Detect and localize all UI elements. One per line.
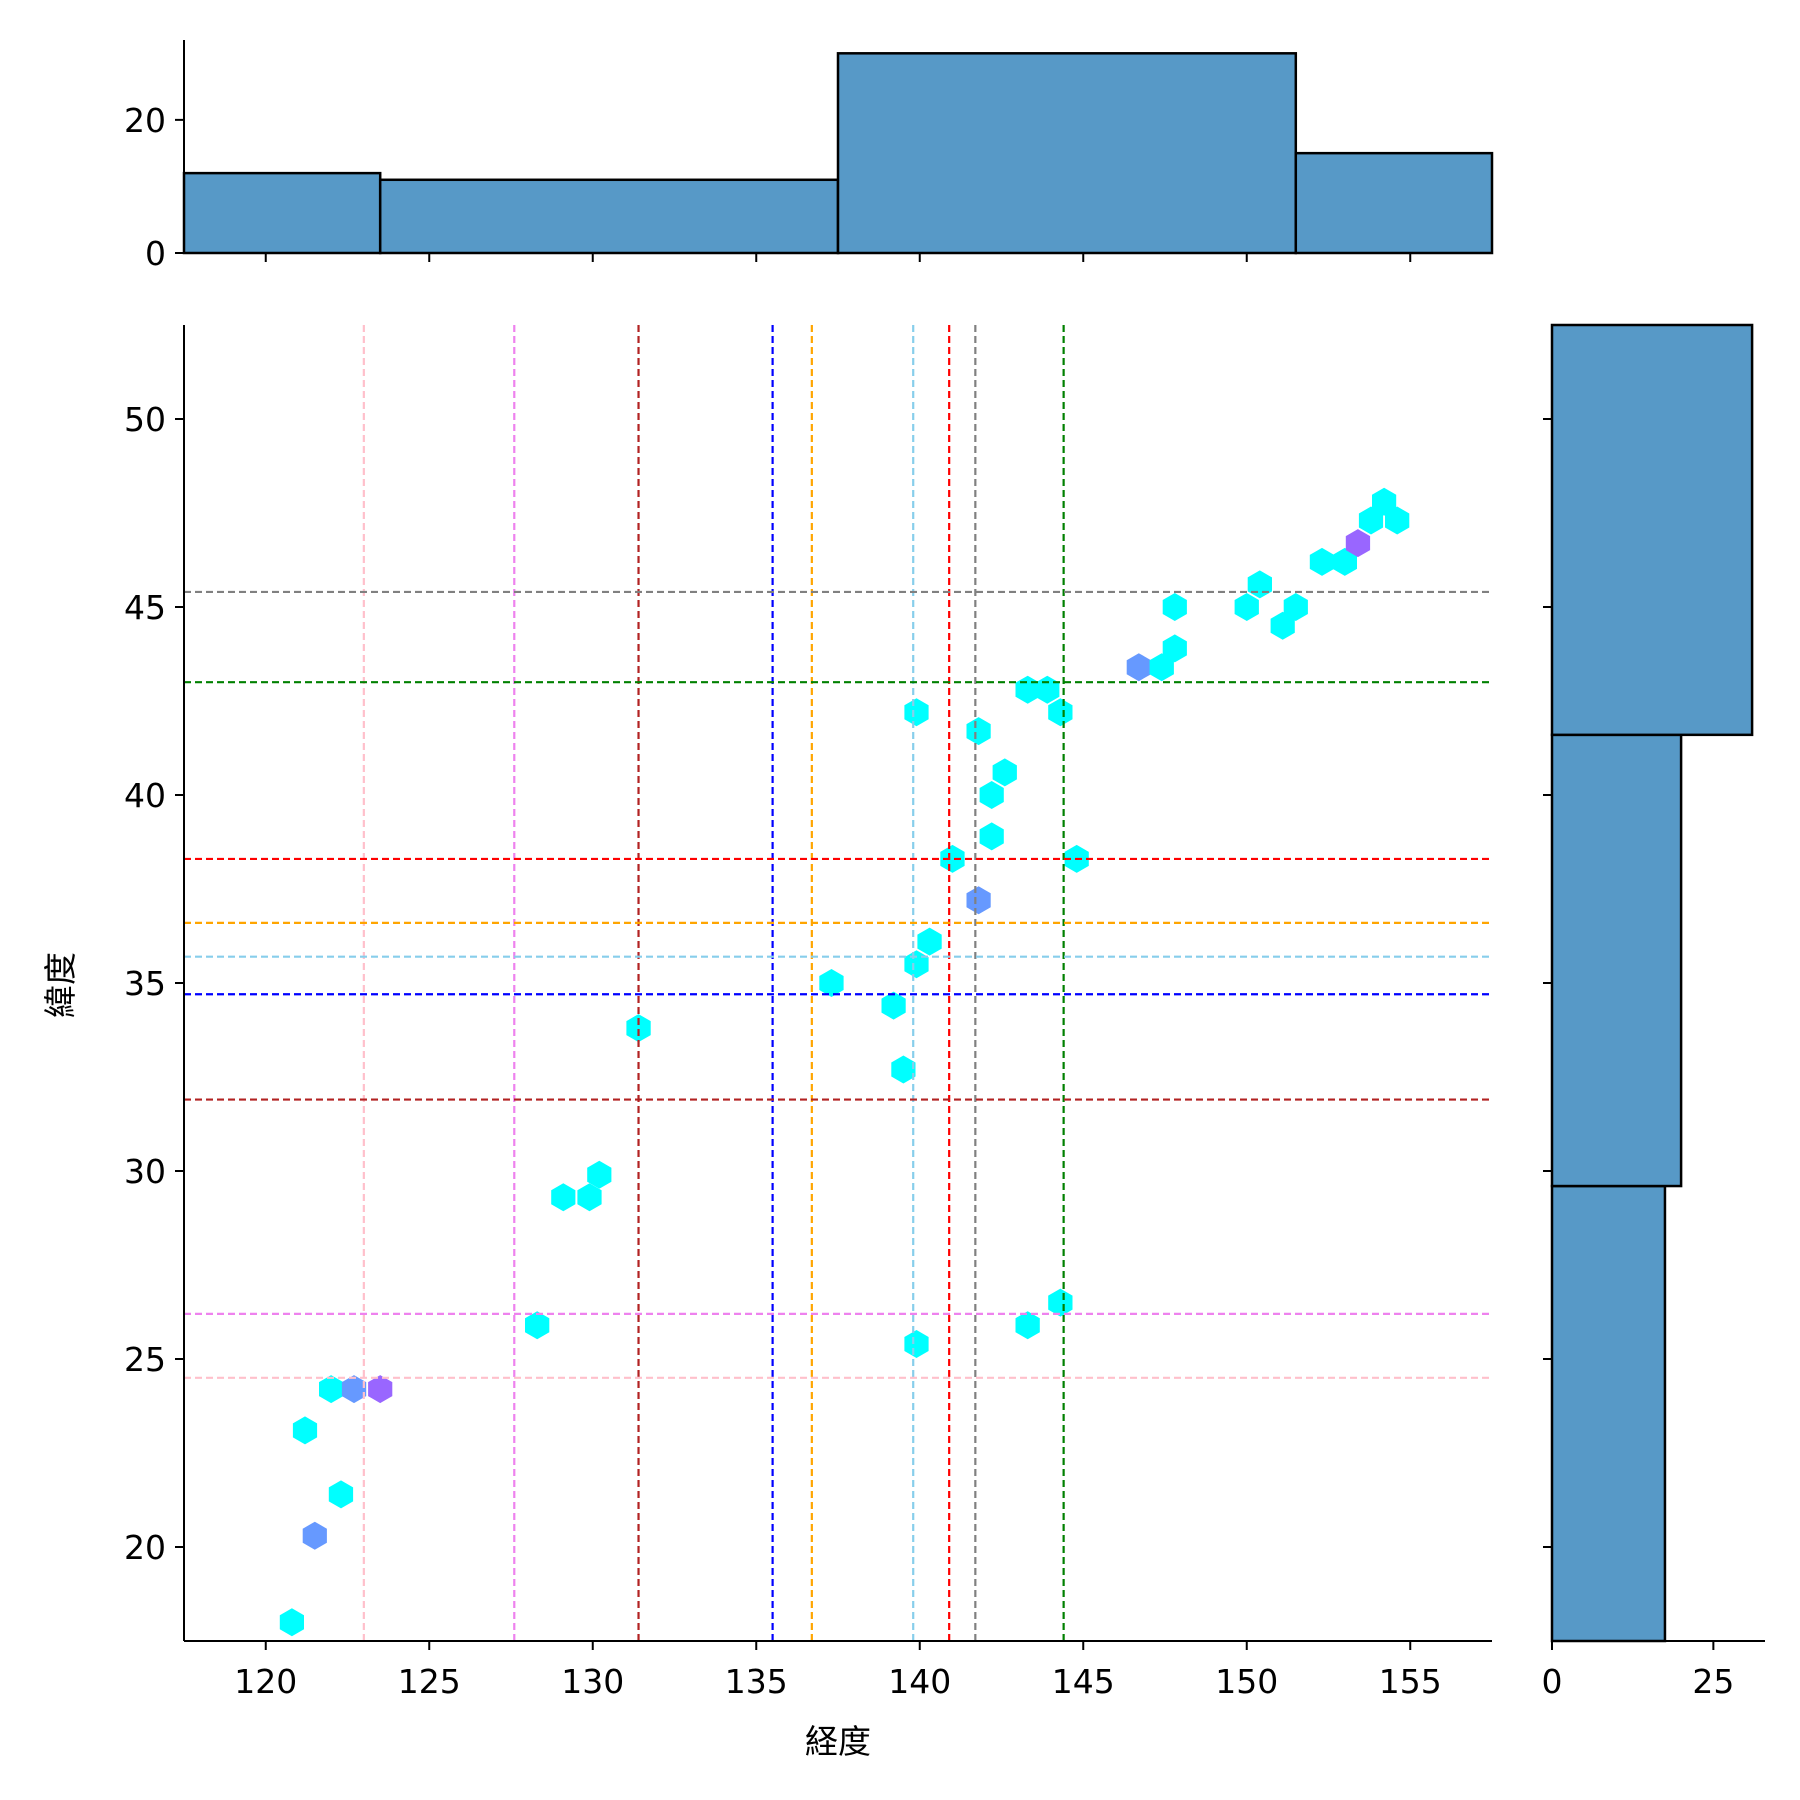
hexbin-18 [904, 698, 929, 727]
hexbin-28 [1048, 698, 1073, 727]
right-hist-x-tick-label-0: 0 [1542, 1662, 1563, 1701]
hexbin-0 [279, 1608, 304, 1637]
hexbin-37 [1270, 611, 1295, 640]
hexbin-24 [992, 758, 1017, 787]
y-tick-label-3: 35 [124, 964, 166, 1003]
hexbin-15 [904, 950, 929, 979]
hexbin-33 [1162, 634, 1187, 663]
hexbin-11 [626, 1014, 651, 1043]
hexbin-4 [319, 1375, 344, 1404]
x-tick-label-0: 120 [234, 1662, 297, 1701]
hexbin-1 [302, 1521, 327, 1550]
right-marginal-histogram: 0 25 [1542, 323, 1765, 1701]
hexbin-10 [587, 1160, 612, 1189]
hexbin-7 [525, 1311, 550, 1340]
hexbin-42 [1358, 506, 1384, 535]
hexbin-32 [1149, 653, 1174, 682]
x-tick-label-3: 135 [725, 1662, 788, 1701]
x-axis-title: 経度 [805, 1722, 871, 1761]
hexbin-41 [1345, 529, 1371, 558]
y-tick-label-4: 40 [124, 776, 166, 815]
right-hist-bar-0 [1550, 1184, 1667, 1643]
x-tick-label-5: 145 [1052, 1662, 1115, 1701]
hexbin-40 [1332, 547, 1357, 576]
hexbin-3 [328, 1480, 354, 1509]
hexbin-21 [966, 717, 991, 746]
y-axis-title: 緯度 [41, 952, 80, 1018]
hexbin-13 [881, 991, 906, 1020]
top-hist-bar-3 [1294, 151, 1494, 255]
hexbin-43 [1372, 487, 1397, 516]
hexbin-34 [1162, 593, 1187, 621]
top-hist-y-tick-label-1: 20 [124, 101, 166, 140]
main-hexbin-plot: 120 125 130 135 140 145 150 155 20 25 30 35 40 45 50 [124, 325, 1492, 1701]
top-hist-bar-2 [836, 52, 1298, 255]
hexbin-8 [551, 1183, 576, 1212]
hexbin-16 [917, 927, 942, 956]
hexbin-19 [940, 844, 965, 873]
hexbin-22 [979, 822, 1004, 851]
hexbin-9 [577, 1183, 602, 1212]
hexbin-44 [1385, 506, 1410, 535]
right-hist-bar-1 [1550, 733, 1683, 1188]
hexbin-38 [1283, 593, 1308, 621]
hexbin-36 [1247, 570, 1272, 599]
top-hist-y-tick-label-0: 0 [145, 234, 166, 273]
x-tick-label-4: 140 [888, 1662, 951, 1701]
hexbin-12 [819, 969, 844, 997]
hexbin-26 [1015, 1311, 1040, 1340]
hexbin-39 [1309, 547, 1335, 576]
hexbin-29 [1035, 675, 1060, 704]
x-tick-label-1: 125 [398, 1662, 461, 1701]
hexbin-23 [979, 781, 1004, 809]
hexbin-27 [1048, 1288, 1073, 1317]
x-tick-label-6: 150 [1215, 1662, 1278, 1701]
top-hist-bar-0 [182, 171, 382, 255]
right-hist-x-tick-label-1: 25 [1692, 1662, 1734, 1701]
hexbin-6 [368, 1375, 393, 1404]
hexbin-31 [1126, 653, 1151, 682]
right-hist-bar-2 [1550, 323, 1754, 737]
y-tick-label-1: 25 [124, 1340, 166, 1379]
y-tick-label-2: 30 [124, 1152, 166, 1191]
hexbin-20 [966, 886, 991, 915]
hexbin-14 [891, 1055, 916, 1084]
y-tick-label-5: 45 [124, 588, 166, 627]
top-marginal-histogram: 0 20 [124, 40, 1494, 273]
x-tick-label-7: 155 [1379, 1662, 1442, 1701]
hexbin-2 [292, 1416, 318, 1445]
hexbin-35 [1234, 593, 1259, 621]
x-tick-label-2: 130 [561, 1662, 624, 1701]
hexbin-5 [341, 1375, 367, 1404]
y-tick-label-6: 50 [124, 400, 166, 439]
hexbin-17 [904, 1330, 929, 1358]
y-tick-label-0: 20 [124, 1528, 166, 1567]
top-hist-bar-1 [378, 178, 840, 255]
